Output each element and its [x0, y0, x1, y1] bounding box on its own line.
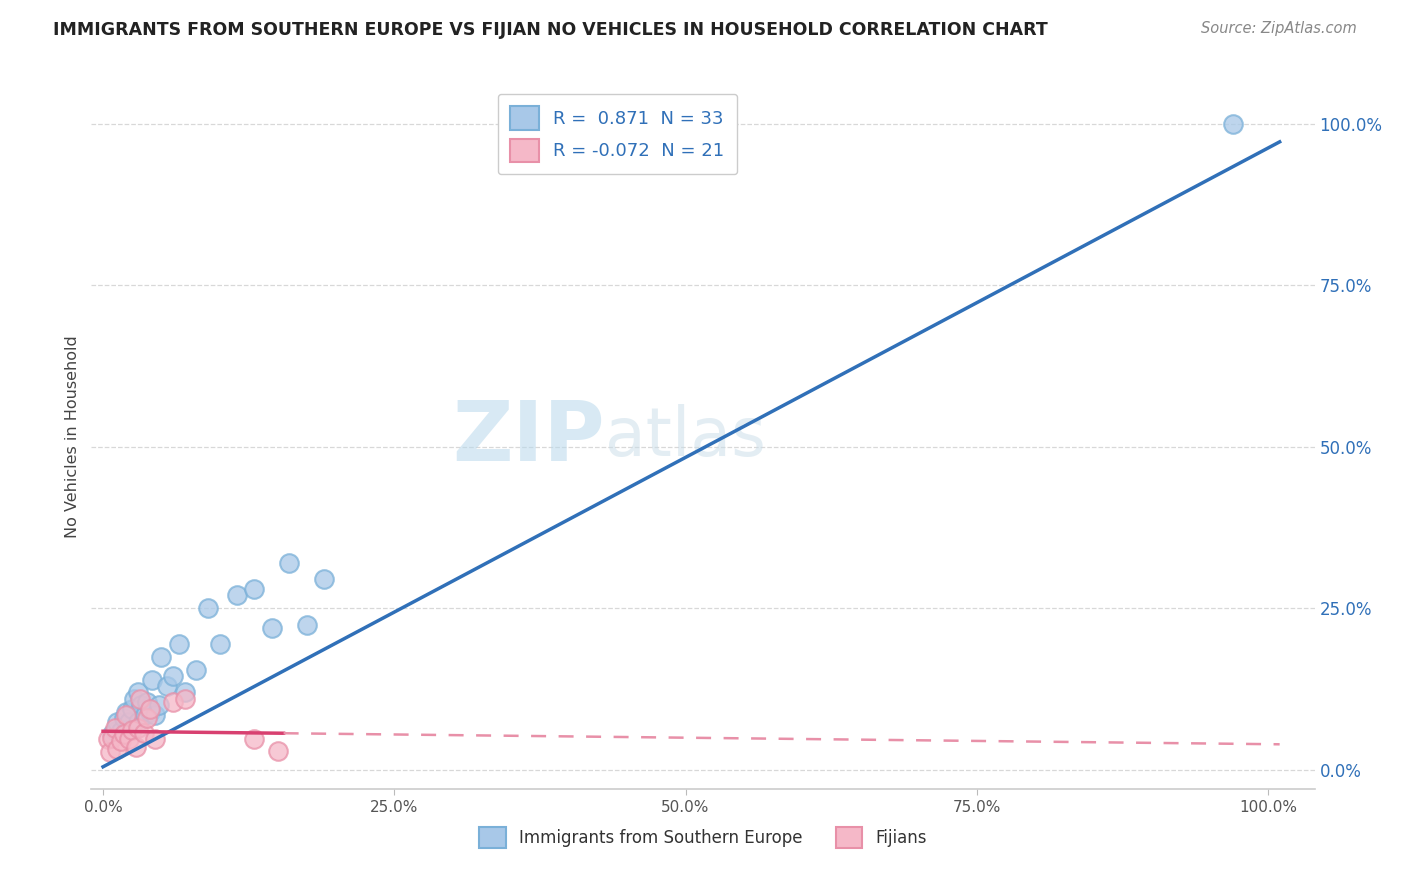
Point: [243, 582, 266, 596]
Point: [112, 727, 135, 741]
Point: [162, 669, 184, 683]
Point: [156, 679, 179, 693]
Point: [138, 705, 160, 719]
Point: [104, 724, 127, 739]
Point: [173, 685, 195, 699]
Point: [186, 663, 208, 677]
Point: [197, 601, 219, 615]
Point: [101, 727, 124, 741]
Point: [167, 637, 190, 651]
Legend: Immigrants from Southern Europe, Fijians: Immigrants from Southern Europe, Fijians: [472, 821, 934, 855]
Point: [104, 721, 127, 735]
Point: [243, 731, 266, 746]
Point: [115, 708, 138, 723]
Point: [138, 701, 160, 715]
Point: [101, 731, 124, 745]
Point: [127, 714, 149, 729]
Text: IMMIGRANTS FROM SOUTHERN EUROPE VS FIJIAN NO VEHICLES IN HOUSEHOLD CORRELATION C: IMMIGRANTS FROM SOUTHERN EUROPE VS FIJIA…: [53, 21, 1049, 39]
Text: Source: ZipAtlas.com: Source: ZipAtlas.com: [1201, 21, 1357, 37]
Point: [115, 705, 138, 719]
Point: [124, 740, 146, 755]
Point: [105, 714, 128, 729]
Text: atlas: atlas: [605, 404, 766, 470]
Point: [112, 711, 135, 725]
Point: [110, 734, 132, 748]
Point: [134, 708, 156, 723]
Point: [105, 742, 128, 756]
Point: [132, 725, 155, 739]
Point: [145, 708, 167, 723]
Point: [124, 692, 146, 706]
Point: [118, 731, 141, 746]
Point: [148, 698, 170, 713]
Point: [260, 621, 283, 635]
Point: [267, 744, 290, 758]
Point: [127, 721, 149, 735]
Point: [173, 692, 195, 706]
Point: [121, 701, 143, 715]
Point: [208, 637, 231, 651]
Point: [129, 692, 152, 706]
Y-axis label: No Vehicles in Household: No Vehicles in Household: [65, 335, 80, 539]
Point: [162, 695, 184, 709]
Text: ZIP: ZIP: [453, 397, 605, 477]
Point: [226, 589, 249, 603]
Point: [118, 714, 141, 729]
Point: [1222, 116, 1244, 130]
Point: [278, 556, 301, 570]
Point: [295, 617, 318, 632]
Point: [127, 685, 149, 699]
Point: [110, 724, 132, 739]
Point: [145, 731, 167, 746]
Point: [141, 673, 163, 687]
Point: [314, 572, 336, 586]
Point: [131, 698, 153, 713]
Point: [97, 731, 120, 746]
Point: [121, 723, 143, 737]
Point: [136, 711, 159, 725]
Point: [150, 649, 173, 664]
Point: [136, 695, 159, 709]
Point: [98, 745, 121, 759]
